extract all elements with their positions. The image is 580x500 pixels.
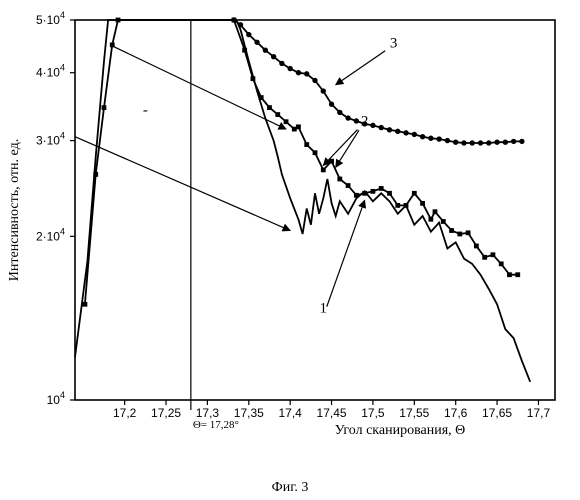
svg-text:17,55: 17,55 [399, 406, 429, 420]
svg-text:17,5: 17,5 [361, 406, 385, 420]
figure-caption: Фиг. 3 [0, 480, 580, 496]
svg-text:4·104: 4·104 [36, 63, 65, 80]
svg-text:17,3: 17,3 [196, 406, 220, 420]
svg-text:2: 2 [361, 113, 369, 129]
svg-text:3·104: 3·104 [36, 131, 65, 148]
svg-text:17,7: 17,7 [527, 406, 551, 420]
svg-text:-: - [143, 103, 148, 119]
figure-container: 17,2 17,25 17,3 17,35 17,4 17,45 17,5 17,55 17,6… [0, 0, 580, 500]
svg-text:17,6: 17,6 [444, 406, 468, 420]
intensity-scan-chart: 17,2 17,25 17,3 17,35 17,4 17,45 17,5 17,55 17,6… [0, 0, 580, 460]
svg-text:104: 104 [47, 390, 65, 407]
svg-text:17,4: 17,4 [278, 406, 302, 420]
svg-text:17,2: 17,2 [113, 406, 137, 420]
svg-text:17,25: 17,25 [151, 406, 181, 420]
svg-text:5·104: 5·104 [36, 10, 65, 27]
svg-text:17,45: 17,45 [317, 406, 347, 420]
svg-text:1: 1 [320, 300, 328, 316]
svg-text:Интенсивность, отн. ед.: Интенсивность, отн. ед. [7, 139, 22, 281]
svg-text:3: 3 [390, 36, 398, 52]
svg-text:2·104: 2·104 [36, 226, 65, 243]
svg-text:Угол сканирования, Θ: Угол сканирования, Θ [335, 423, 466, 438]
svg-text:Θ= 17,28°: Θ= 17,28° [193, 419, 239, 431]
svg-text:17,35: 17,35 [234, 406, 264, 420]
svg-text:17,65: 17,65 [482, 406, 512, 420]
